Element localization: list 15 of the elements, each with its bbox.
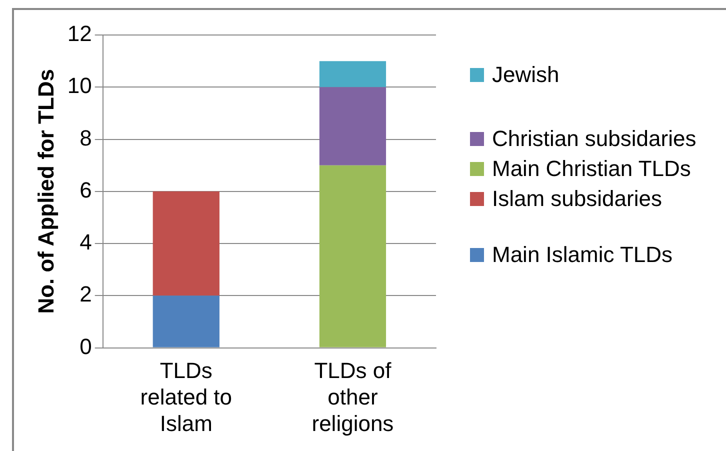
legend-label: Christian subsidaries <box>492 125 698 153</box>
y-tick-label: 10 <box>67 73 92 98</box>
x-tick-label: TLDs related to Islam <box>140 358 232 436</box>
y-tick-label: 2 <box>80 282 92 307</box>
y-axis-title: No. of Applied for TLDs <box>33 68 58 314</box>
legend-label: Main Islamic TLDs <box>492 241 674 269</box>
legend-label: Jewish <box>492 61 560 89</box>
y-tick-label: 12 <box>67 21 92 46</box>
y-tick-label: 6 <box>80 177 92 202</box>
legend-label: Main Christian TLDs <box>492 155 692 183</box>
x-tick-label: TLDs of other religions <box>312 358 394 436</box>
legend-label: Islam subsidaries <box>492 185 663 213</box>
y-tick-label: 4 <box>80 230 92 255</box>
y-tick-label: 0 <box>80 334 92 359</box>
y-tick-label: 8 <box>80 125 92 150</box>
